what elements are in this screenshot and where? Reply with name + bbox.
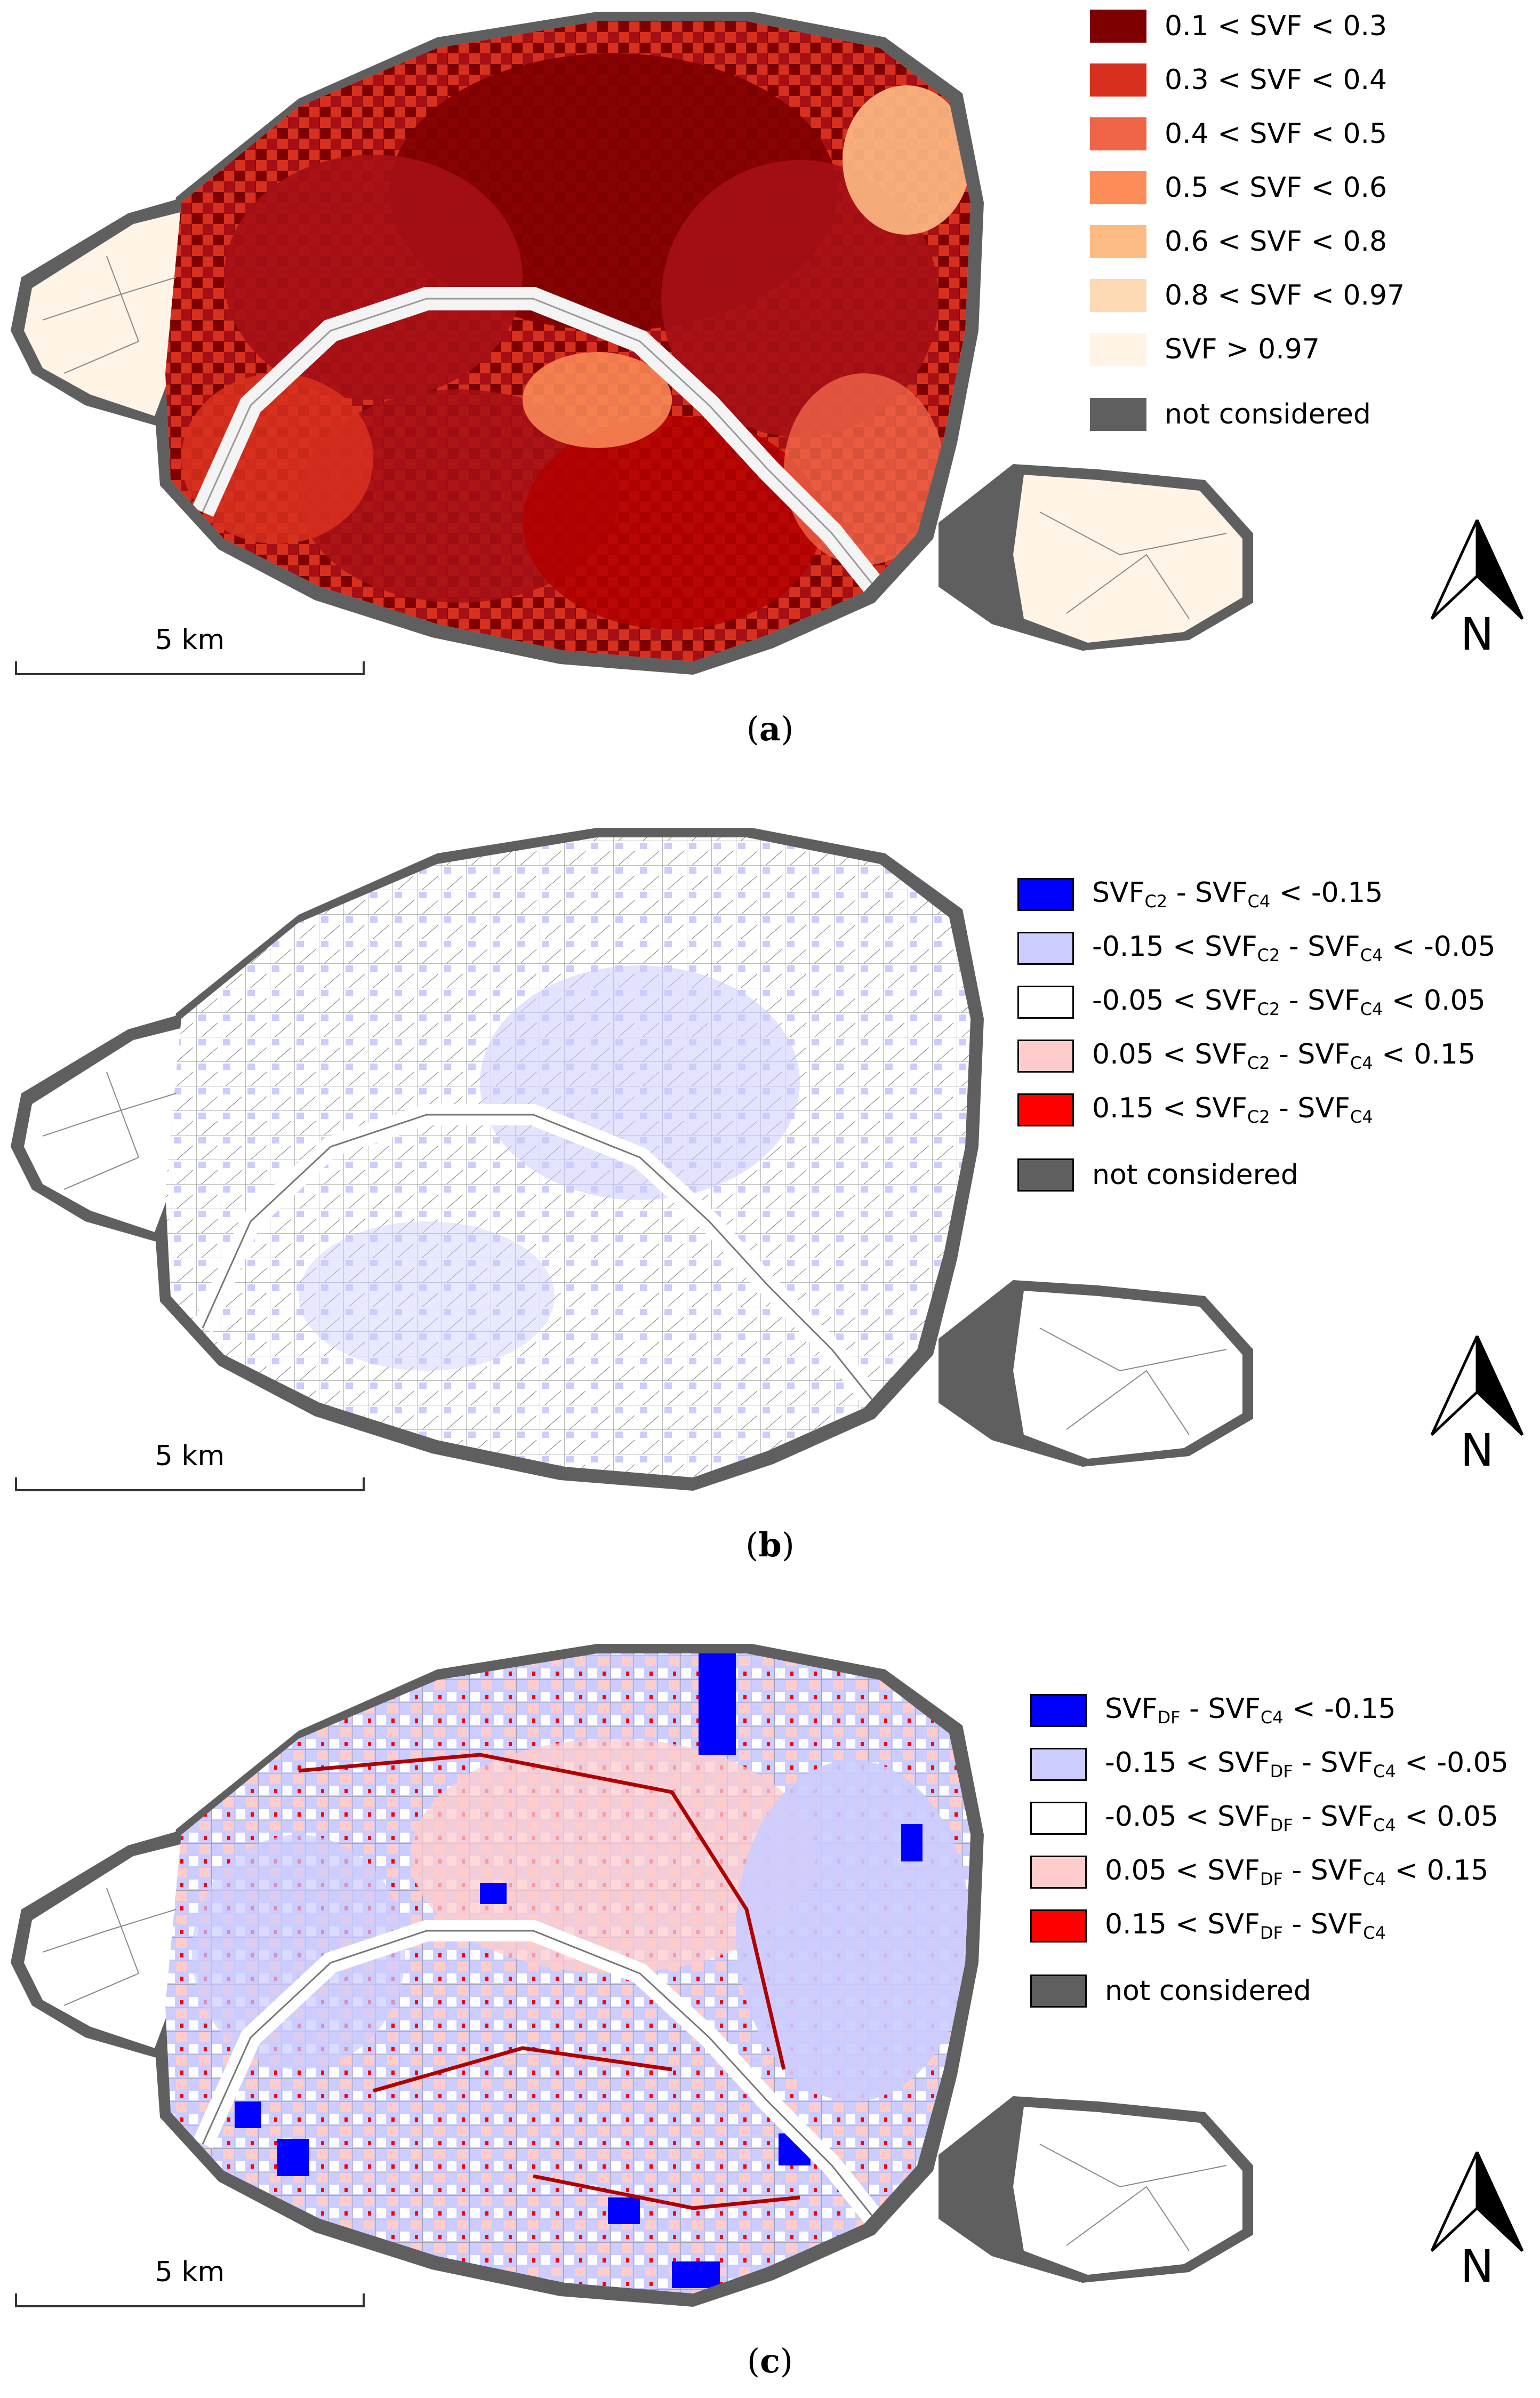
legend-label: 0.3 < SVF < 0.4 <box>1165 64 1387 96</box>
legend-swatch <box>1017 1093 1074 1126</box>
caption: (a) <box>746 709 794 748</box>
legend-label: -0.15 < SVFC2 - SVFC4 < -0.05 <box>1092 931 1496 965</box>
legend-swatch <box>1030 1909 1087 1943</box>
legend-item: 0.6 < SVF < 0.8 <box>1090 223 1387 260</box>
svf-difference-map-c2-c4 <box>11 828 1253 1491</box>
legend-label: 0.6 < SVF < 0.8 <box>1165 226 1387 258</box>
caption: (b) <box>745 1525 795 1564</box>
north-arrow: N <box>1429 2149 1525 2299</box>
legend-label: 0.15 < SVFC2 - SVFC4 <box>1092 1092 1373 1127</box>
caption-letter: b <box>758 1525 782 1564</box>
legend-item: -0.05 < SVFDF - SVFC4 < 0.05 <box>1030 1800 1498 1837</box>
scale-label: 5 km <box>155 2256 225 2288</box>
scale-bar <box>15 2286 365 2307</box>
legend-swatch <box>1090 10 1146 43</box>
legend-swatch <box>1090 333 1146 366</box>
legend-item: 0.15 < SVFC2 - SVFC4 <box>1017 1091 1373 1129</box>
north-arrow: N <box>1429 517 1525 667</box>
legend-swatch <box>1017 986 1074 1019</box>
legend-item: 0.05 < SVFDF - SVFC4 < 0.15 <box>1030 1853 1488 1891</box>
legend-item: not considered <box>1030 1972 1311 2010</box>
legend-item: -0.15 < SVFDF - SVFC4 < -0.05 <box>1030 1746 1509 1783</box>
legend-swatch <box>1090 279 1146 312</box>
legend-swatch <box>1090 398 1146 431</box>
legend-swatch <box>1090 63 1146 97</box>
north-label: N <box>1460 1424 1494 1476</box>
caption-letter: a <box>759 709 781 748</box>
legend-item: 0.3 < SVF < 0.4 <box>1090 61 1387 99</box>
north-label: N <box>1460 608 1494 660</box>
scale-label: 5 km <box>155 1440 225 1472</box>
legend-item: -0.15 < SVFC2 - SVFC4 < -0.05 <box>1017 930 1496 967</box>
legend: SVFC2 - SVFC4 < -0.15 -0.15 < SVFC2 - SV… <box>1017 876 1529 1206</box>
legend-swatch <box>1090 171 1146 204</box>
legend-label: -0.05 < SVFDF - SVFC4 < 0.05 <box>1105 1801 1499 1835</box>
legend-item: SVFC2 - SVFC4 < -0.15 <box>1017 876 1383 913</box>
legend-label: not considered <box>1105 1975 1311 2007</box>
legend-label: SVFC2 - SVFC4 < -0.15 <box>1092 877 1383 912</box>
scale-bar <box>15 1470 365 1491</box>
paris-svf-map <box>11 12 1253 675</box>
legend-item: SVFDF - SVFC4 < -0.15 <box>1030 1692 1396 1729</box>
legend-item: -0.05 < SVFC2 - SVFC4 < 0.05 <box>1017 984 1486 1021</box>
legend-label: 0.4 < SVF < 0.5 <box>1165 118 1387 150</box>
legend-label: not considered <box>1092 1159 1298 1191</box>
legend-label: -0.15 < SVFDF - SVFC4 < -0.05 <box>1105 1747 1509 1781</box>
legend: SVFDF - SVFC4 < -0.15 -0.15 < SVFDF - SV… <box>1030 1692 1535 2023</box>
legend-swatch <box>1030 1748 1087 1781</box>
legend-item: 0.1 < SVF < 0.3 <box>1090 7 1387 45</box>
legend-label: 0.8 < SVF < 0.97 <box>1165 279 1405 311</box>
legend-swatch <box>1017 878 1074 911</box>
legend-label: 0.5 < SVF < 0.6 <box>1165 172 1387 204</box>
legend-swatch <box>1030 1802 1087 1835</box>
legend-swatch <box>1017 1158 1074 1192</box>
legend-item: SVF > 0.97 <box>1090 331 1320 368</box>
caption: (c) <box>747 2341 793 2380</box>
scale-bar <box>15 654 365 675</box>
legend-item: 0.8 < SVF < 0.97 <box>1090 277 1405 314</box>
panel-a: 0.1 < SVF < 0.3 0.3 < SVF < 0.4 0.4 < SV… <box>0 0 1540 763</box>
caption-letter: c <box>760 2341 780 2380</box>
north-arrow-icon <box>1430 1335 1524 1436</box>
legend-label: 0.05 < SVFDF - SVFC4 < 0.15 <box>1105 1855 1489 1889</box>
legend-item: 0.15 < SVFDF - SVFC4 <box>1030 1907 1386 1945</box>
legend-label: SVFDF - SVFC4 < -0.15 <box>1105 1693 1396 1728</box>
legend-swatch <box>1030 1694 1087 1727</box>
legend-item: not considered <box>1090 396 1371 433</box>
legend-swatch <box>1017 1040 1074 1073</box>
legend-label: SVF > 0.97 <box>1165 333 1320 365</box>
north-arrow-icon <box>1430 519 1524 620</box>
legend-item: 0.5 < SVF < 0.6 <box>1090 169 1387 206</box>
legend-swatch <box>1017 932 1074 965</box>
legend-swatch <box>1090 117 1146 150</box>
legend-label: 0.1 < SVF < 0.3 <box>1165 10 1387 42</box>
north-arrow: N <box>1429 1333 1525 1483</box>
legend-swatch <box>1090 225 1146 258</box>
legend-swatch <box>1030 1975 1087 2008</box>
svf-difference-map-df-c4 <box>11 1644 1253 2307</box>
legend-label: not considered <box>1165 398 1371 430</box>
legend: 0.1 < SVF < 0.3 0.3 < SVF < 0.4 0.4 < SV… <box>1090 7 1533 434</box>
north-label: N <box>1460 2240 1494 2292</box>
panel-b: SVFC2 - SVFC4 < -0.15 -0.15 < SVFC2 - SV… <box>0 816 1540 1579</box>
legend-item: not considered <box>1017 1156 1298 1194</box>
legend-label: -0.05 < SVFC2 - SVFC4 < 0.05 <box>1092 985 1486 1019</box>
legend-label: 0.15 < SVFDF - SVFC4 <box>1105 1908 1386 1943</box>
legend-swatch <box>1030 1856 1087 1889</box>
panel-c: SVFDF - SVFC4 < -0.15 -0.15 < SVFDF - SV… <box>0 1632 1540 2398</box>
legend-item: 0.05 < SVFC2 - SVFC4 < 0.15 <box>1017 1037 1475 1075</box>
scale-label: 5 km <box>155 624 225 656</box>
north-arrow-icon <box>1430 2151 1524 2252</box>
legend-item: 0.4 < SVF < 0.5 <box>1090 115 1387 153</box>
legend-label: 0.05 < SVFC2 - SVFC4 < 0.15 <box>1092 1038 1476 1073</box>
